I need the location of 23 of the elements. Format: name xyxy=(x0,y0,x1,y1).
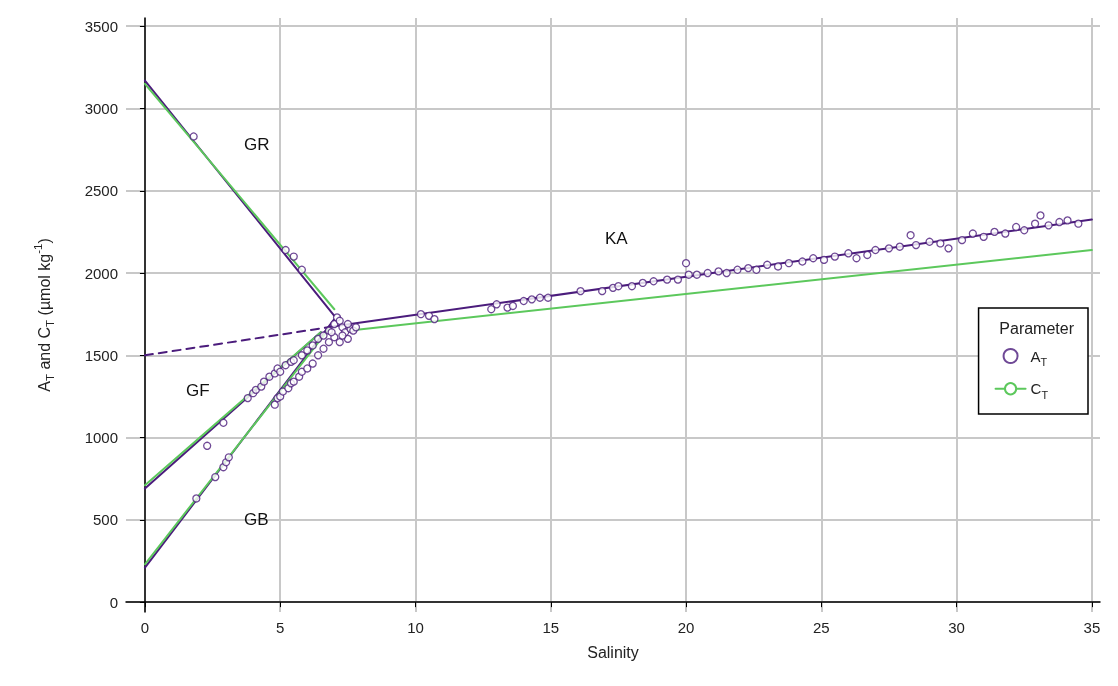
y-tick-label: 3000 xyxy=(84,100,118,117)
y-tick-label: 3500 xyxy=(84,17,118,35)
x-tick-label: 25 xyxy=(812,619,830,636)
x-tick-label: 35 xyxy=(1083,619,1101,636)
y-tick-label: 1500 xyxy=(84,346,118,364)
x-axis-title: Salinity xyxy=(587,643,639,661)
x-tick-label: 15 xyxy=(542,619,560,636)
y-tick-label: 2500 xyxy=(84,182,118,200)
annotation: GR xyxy=(244,135,270,154)
annotation: GF xyxy=(186,381,210,400)
x-tick-label: 20 xyxy=(677,619,695,636)
x-tick-label: 0 xyxy=(140,619,150,636)
y-tick-label: 2000 xyxy=(84,264,118,282)
y-axis-title: AT and CT (µmol kg-1) xyxy=(32,238,56,392)
annotation: GB xyxy=(244,510,269,529)
y-tick-label: 0 xyxy=(109,593,118,611)
x-tick-label: 30 xyxy=(948,619,965,636)
y-tick-label: 500 xyxy=(92,511,118,529)
legend-title: Parameter xyxy=(999,319,1075,337)
x-tick-label: 5 xyxy=(276,619,285,636)
annotation: KA xyxy=(605,229,629,248)
y-tick-label: 1000 xyxy=(84,429,118,447)
x-tick-label: 10 xyxy=(407,619,424,636)
